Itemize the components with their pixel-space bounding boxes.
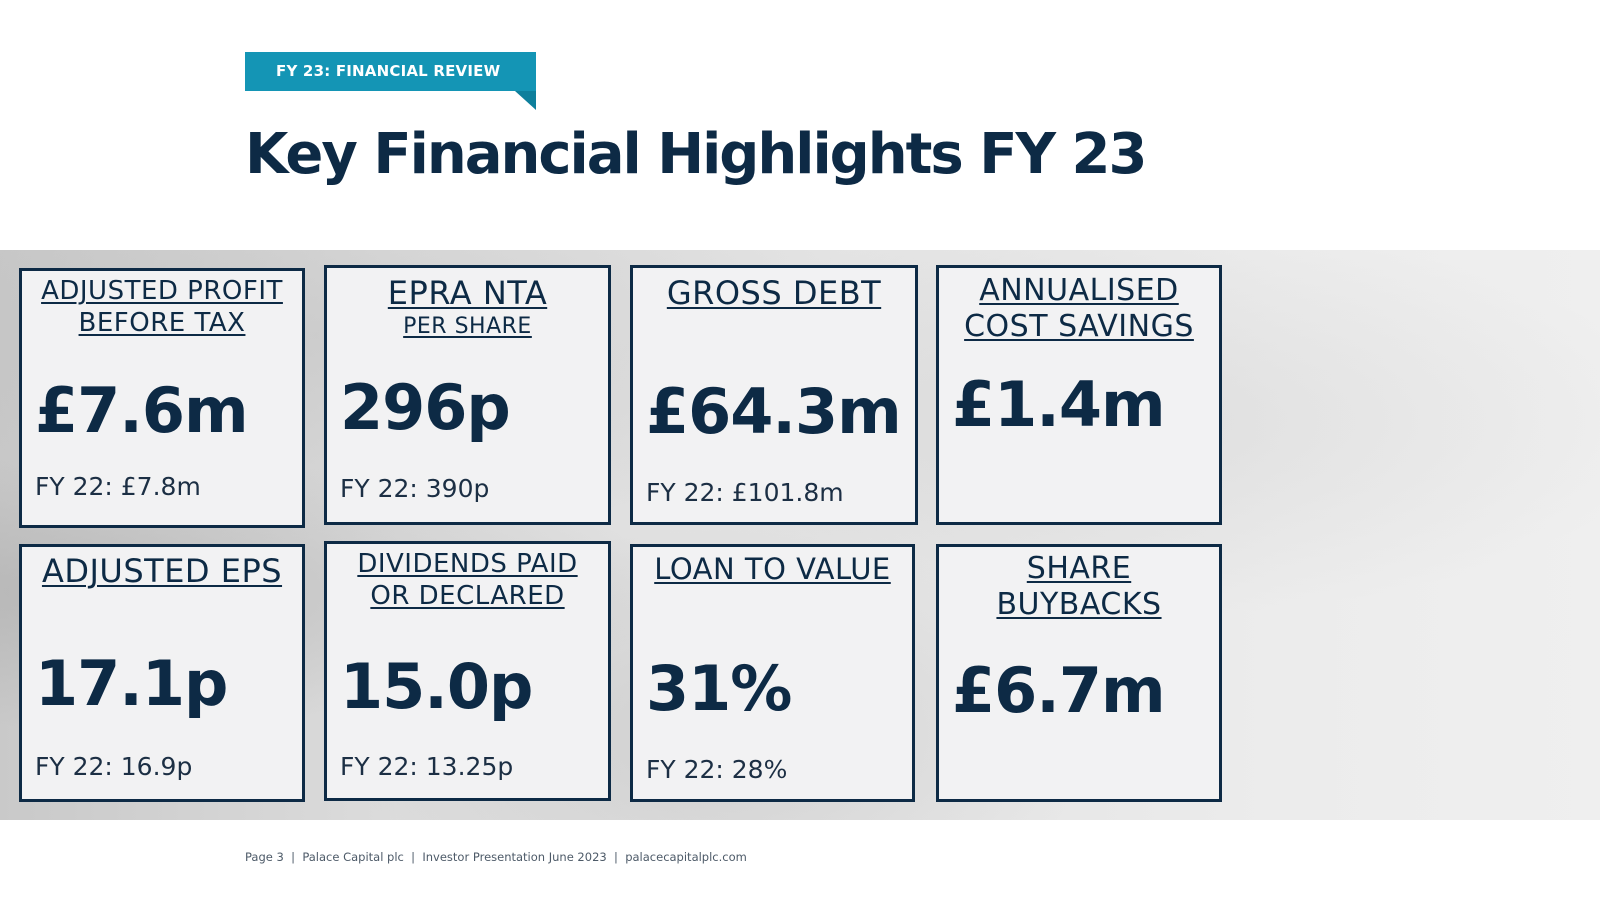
card-label: ANNUALISED	[979, 273, 1179, 308]
card-label: SHARE	[1026, 551, 1132, 586]
section-tag: FY 23: FINANCIAL REVIEW	[245, 52, 536, 91]
card-loan-to-value: LOAN TO VALUE 31% FY 22: 28%	[630, 544, 915, 802]
card-share-buybacks: SHARE BUYBACKS £6.7m	[936, 544, 1222, 802]
card-label: EPRA NTA	[387, 274, 548, 312]
footer-presentation: Investor Presentation June 2023	[422, 850, 607, 864]
card-value: 15.0p	[340, 650, 533, 723]
card-label: DIVIDENDS PAID	[357, 549, 578, 579]
card-value: 296p	[340, 371, 511, 444]
card-dividends: DIVIDENDS PAID OR DECLARED 15.0p FY 22: …	[324, 541, 611, 801]
card-value: £6.7m	[952, 654, 1166, 727]
card-label: OR DECLARED	[370, 581, 565, 611]
card-value: £1.4m	[952, 368, 1166, 441]
card-label: LOAN TO VALUE	[654, 552, 891, 586]
card-label: BUYBACKS	[996, 587, 1162, 622]
card-cost-savings: ANNUALISED COST SAVINGS £1.4m	[936, 265, 1222, 525]
card-prior-year: FY 22: £7.8m	[35, 472, 201, 501]
card-gross-debt: GROSS DEBT £64.3m FY 22: £101.8m	[630, 265, 918, 525]
card-label: GROSS DEBT	[666, 274, 882, 312]
card-prior-year: FY 22: £101.8m	[646, 478, 844, 507]
card-prior-year: FY 22: 28%	[646, 755, 788, 784]
footer-page: Page 3	[245, 850, 284, 864]
card-epra-nta: EPRA NTA PER SHARE 296p FY 22: 390p	[324, 265, 611, 525]
footer-website: palacecapitalplc.com	[625, 850, 747, 864]
card-label: ADJUSTED PROFIT	[41, 276, 283, 306]
card-value: 31%	[646, 652, 792, 725]
card-adjusted-profit: ADJUSTED PROFIT BEFORE TAX £7.6m FY 22: …	[19, 268, 305, 528]
card-prior-year: FY 22: 16.9p	[35, 752, 193, 781]
section-tag-flag	[515, 91, 536, 110]
card-value: 17.1p	[35, 647, 228, 720]
card-value: £7.6m	[35, 374, 249, 447]
footer: Page 3 | Palace Capital plc | Investor P…	[245, 850, 747, 864]
card-prior-year: FY 22: 13.25p	[340, 752, 514, 781]
card-prior-year: FY 22: 390p	[340, 474, 490, 503]
card-label: BEFORE TAX	[78, 308, 246, 338]
card-label: ADJUSTED EPS	[41, 552, 283, 590]
card-adjusted-eps: ADJUSTED EPS 17.1p FY 22: 16.9p	[19, 544, 305, 802]
page-title: Key Financial Highlights FY 23	[245, 122, 1147, 187]
card-value: £64.3m	[646, 375, 902, 448]
card-label: COST SAVINGS	[964, 309, 1194, 344]
footer-company: Palace Capital plc	[302, 850, 404, 864]
card-sublabel: PER SHARE	[403, 314, 532, 339]
